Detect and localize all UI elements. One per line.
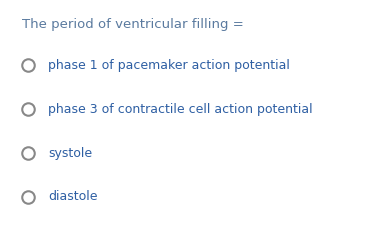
Text: phase 1 of pacemaker action potential: phase 1 of pacemaker action potential xyxy=(48,59,290,72)
Text: systole: systole xyxy=(48,146,92,160)
Text: phase 3 of contractile cell action potential: phase 3 of contractile cell action poten… xyxy=(48,102,312,115)
Text: diastole: diastole xyxy=(48,191,97,204)
Text: The period of ventricular filling =: The period of ventricular filling = xyxy=(22,18,244,31)
